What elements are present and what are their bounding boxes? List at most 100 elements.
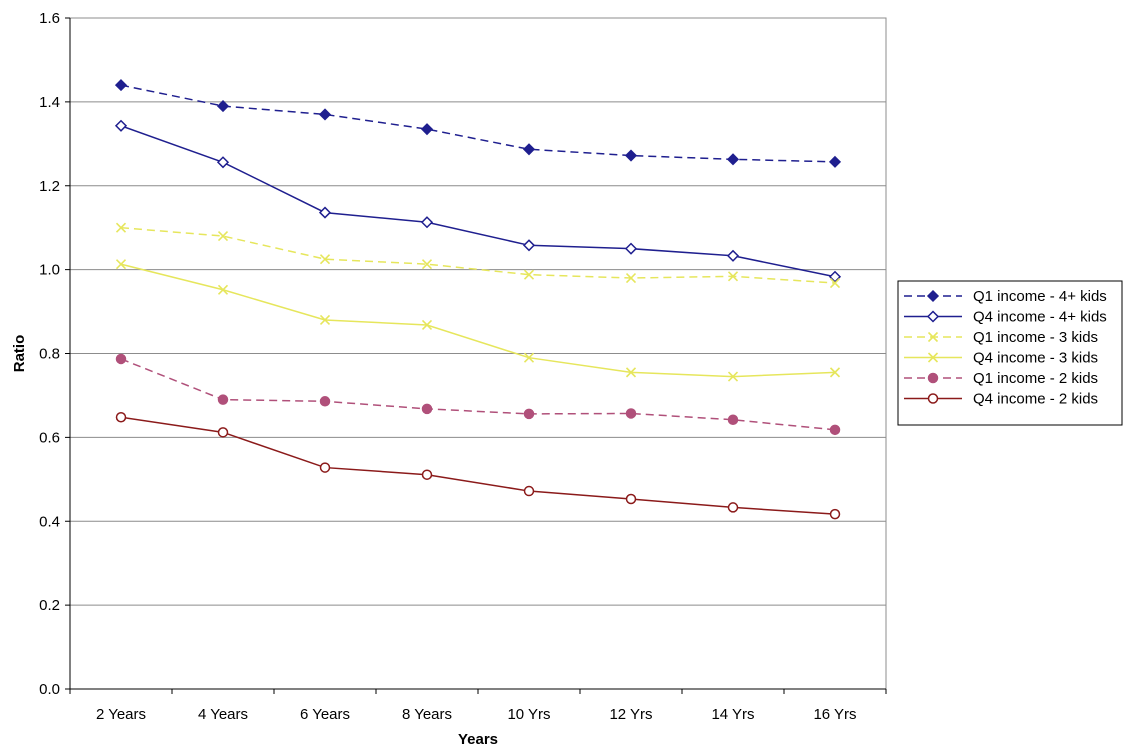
series	[115, 259, 841, 382]
series-line	[120, 263, 836, 378]
data-point-stroke	[319, 314, 331, 326]
data-point	[523, 352, 535, 363]
series-line	[120, 416, 836, 515]
data-point	[926, 310, 940, 323]
legend-label: Q1 income - 3 kids	[973, 329, 1098, 346]
x-axis-ticks: 2 Years 4 Years 6 Years 8 Years 10 Yrs 12 Yrs…	[69, 689, 887, 723]
y-axis-ticks: 0.0 0.2 0.4 0.6 0.8 1.0 1.2 1.4 1.6	[39, 10, 70, 698]
data-point	[927, 331, 939, 343]
series	[115, 411, 841, 520]
y-tick-label: 0.6	[39, 429, 60, 446]
data-point	[216, 156, 230, 169]
x-axis-title: Years	[458, 731, 498, 746]
data-point	[927, 393, 939, 404]
data-point	[523, 269, 535, 280]
data-point	[115, 411, 127, 423]
series-line	[120, 226, 836, 284]
data-point-stroke	[927, 331, 939, 343]
y-axis-title: Ratio	[11, 335, 28, 373]
data-point	[727, 271, 739, 282]
data-point	[829, 367, 841, 378]
data-point	[625, 272, 637, 284]
legend-label: Q1 income - 4+ kids	[973, 288, 1107, 305]
data-point	[726, 153, 740, 166]
data-point	[727, 502, 739, 513]
x-tick-label: 14 Yrs	[711, 706, 754, 723]
series-line	[120, 84, 836, 163]
data-point	[114, 79, 128, 92]
data-point	[115, 353, 127, 365]
data-point	[523, 408, 535, 420]
data-point	[727, 371, 739, 382]
data-point-stroke	[421, 259, 433, 270]
legend-item: Q4 income - 4+ kids	[904, 309, 1107, 326]
legend-item: Q4 income - 2 kids	[904, 391, 1098, 408]
data-point	[217, 284, 229, 295]
data-point	[420, 123, 434, 136]
data-point-stroke	[727, 371, 739, 382]
series	[115, 353, 841, 436]
data-point	[829, 508, 841, 520]
y-tick-label: 0.2	[39, 597, 60, 614]
data-point	[421, 403, 433, 415]
x-tick-label: 10 Yrs	[507, 706, 550, 723]
data-point	[420, 216, 434, 229]
data-point	[625, 367, 637, 378]
legend-label: Q1 income - 2 kids	[973, 370, 1098, 387]
data-point	[319, 254, 331, 265]
data-point-stroke	[217, 231, 229, 242]
data-point	[319, 314, 331, 326]
legend: Q1 income - 4+ kids Q4 income - 4+ kids Q1…	[897, 280, 1123, 426]
data-point	[829, 277, 841, 289]
data-point	[829, 424, 841, 436]
y-tick-label: 1.2	[39, 178, 60, 195]
y-tick-label: 1.4	[39, 94, 60, 111]
data-point	[828, 270, 842, 283]
legend-item: Q1 income - 2 kids	[904, 370, 1098, 387]
data-point	[523, 485, 535, 497]
data-point	[927, 352, 939, 363]
data-point	[727, 414, 739, 426]
data-point-stroke	[625, 272, 637, 284]
data-point	[828, 155, 842, 168]
legend-item: Q1 income - 4+ kids	[904, 288, 1107, 305]
x-tick-label: 8 Years	[402, 706, 452, 723]
x-tick-label: 16 Yrs	[813, 706, 856, 723]
series	[114, 79, 842, 168]
data-point	[115, 259, 127, 270]
data-point	[625, 408, 637, 419]
data-point	[522, 239, 536, 252]
data-point-stroke	[727, 271, 739, 282]
data-point	[216, 100, 230, 113]
legend-item: Q4 income - 3 kids	[904, 350, 1098, 367]
legend-label: Q4 income - 2 kids	[973, 391, 1098, 408]
data-point	[217, 427, 229, 438]
series-line	[120, 125, 836, 278]
data-point-stroke	[829, 367, 841, 378]
data-point-stroke	[217, 284, 229, 295]
data-point	[114, 119, 128, 132]
data-point-stroke	[319, 254, 331, 265]
y-tick-label: 0.4	[39, 513, 60, 530]
data-point	[217, 394, 229, 405]
data-point	[319, 462, 331, 473]
x-tick-label: 12 Yrs	[609, 706, 652, 723]
legend-label: Q4 income - 4+ kids	[973, 309, 1107, 326]
data-point	[522, 143, 536, 156]
data-point	[115, 222, 127, 233]
data-point	[217, 231, 229, 242]
data-point-stroke	[625, 367, 637, 378]
data-point	[318, 108, 332, 121]
x-tick-label: 4 Years	[198, 706, 248, 723]
data-point	[926, 289, 940, 303]
legend-label: Q4 income - 3 kids	[973, 350, 1098, 367]
data-point	[421, 259, 433, 270]
data-point	[624, 242, 638, 255]
gridlines	[70, 101, 886, 606]
x-tick-label: 2 Years	[96, 706, 146, 723]
series-line	[120, 358, 836, 431]
data-point	[318, 206, 332, 219]
data-point-stroke	[523, 269, 535, 280]
legend-item: Q1 income - 3 kids	[904, 329, 1098, 346]
